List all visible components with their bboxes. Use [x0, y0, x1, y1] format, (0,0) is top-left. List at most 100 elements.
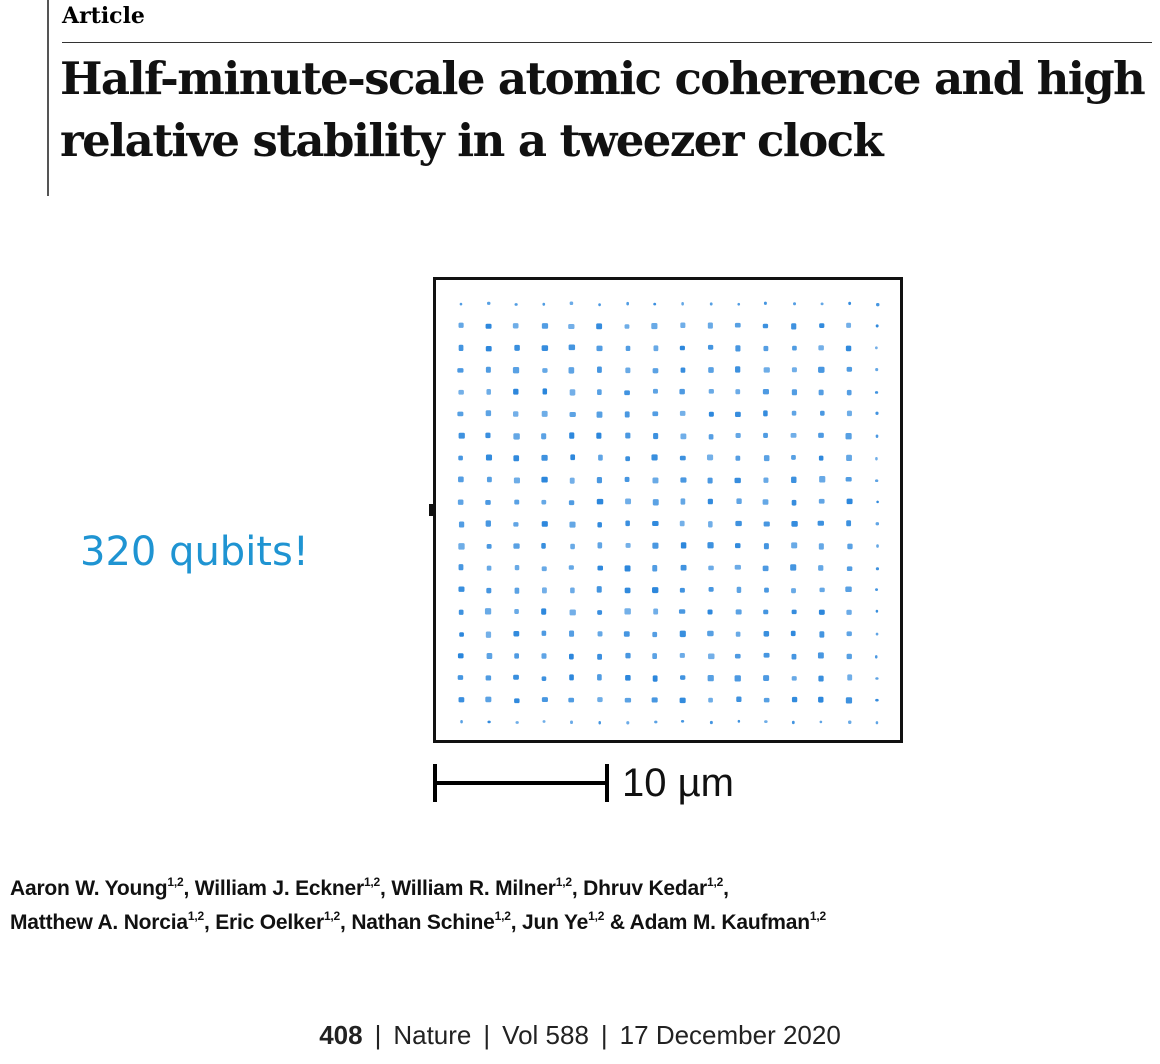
publication-date: 17 December 2020	[619, 1020, 841, 1050]
atom-dot	[569, 301, 574, 306]
atom-dot	[763, 367, 770, 373]
atom-dot	[570, 454, 576, 461]
atom-dot	[679, 520, 685, 527]
atom-dot	[485, 631, 492, 638]
atom-dot	[652, 368, 659, 374]
atom-dot	[874, 655, 878, 659]
paper-title: Half-minute-scale atomic coherence and h…	[60, 52, 1146, 167]
atom-dot	[541, 543, 546, 549]
author[interactable]: Eric Oelker1,2,	[215, 909, 352, 934]
atom-dot	[485, 499, 491, 505]
atom-dot	[875, 346, 878, 350]
atom-dot	[514, 499, 520, 505]
atom-dot	[708, 434, 714, 440]
atom-dot	[624, 565, 631, 572]
atom-dot	[651, 454, 658, 461]
atom-dot	[679, 410, 686, 416]
atom-dot	[736, 498, 742, 504]
author[interactable]: William J. Eckner1,2,	[194, 875, 392, 900]
atom-dot	[763, 675, 770, 681]
journal-name[interactable]: Nature	[393, 1020, 472, 1050]
atom-dot	[596, 586, 602, 593]
atom-dot	[818, 609, 825, 615]
atom-dot	[625, 456, 631, 462]
atom-dot	[652, 653, 657, 659]
atom-dot	[875, 411, 879, 415]
atom-dot	[513, 388, 519, 395]
atom-dot	[514, 344, 520, 351]
author[interactable]: William R. Milner1,2,	[391, 875, 584, 900]
atom-dot	[653, 433, 659, 440]
atom-dot	[570, 587, 575, 594]
atom-dot	[793, 302, 797, 306]
atom-dot	[626, 301, 629, 306]
atom-dot	[875, 479, 879, 483]
author[interactable]: Adam M. Kaufman1,2	[629, 909, 826, 934]
atom-dot	[763, 432, 768, 438]
atom-dot	[653, 345, 659, 352]
atom-dot	[763, 697, 770, 703]
atom-dot	[734, 653, 741, 659]
atom-dot	[541, 521, 548, 527]
atom-dot	[708, 389, 714, 394]
atom-dot	[624, 324, 630, 329]
author[interactable]: Matthew A. Norcia1,2,	[10, 909, 216, 934]
page-footer: 408 | Nature | Vol 588 | 17 December 2020	[0, 1018, 1160, 1052]
atom-dot	[819, 323, 825, 328]
atom-dot	[845, 345, 852, 352]
atom-dot	[653, 302, 657, 306]
atom-dot	[458, 697, 465, 703]
atom-dot	[875, 522, 880, 526]
atom-dot	[485, 410, 492, 417]
atom-dot	[708, 411, 714, 417]
atom-dot	[598, 720, 601, 725]
atom-dot	[680, 477, 687, 483]
atom-dot	[541, 410, 548, 417]
atom-dot	[596, 477, 603, 484]
atom-dot	[708, 367, 714, 373]
atom-dot	[542, 587, 547, 594]
atom-dot	[485, 366, 491, 373]
atom-dot	[875, 721, 879, 725]
author[interactable]: Jun Ye1,2 &	[521, 909, 630, 934]
atom-dot	[818, 455, 824, 461]
atom-dot	[707, 675, 714, 682]
atom-dot	[597, 697, 603, 703]
author[interactable]: Dhruv Kedar1,2,	[583, 875, 729, 900]
atom-dot	[652, 411, 659, 417]
atom-dot	[707, 542, 714, 549]
article-type-label: Article	[62, 3, 145, 29]
atom-dot	[652, 499, 659, 506]
atom-dot	[764, 587, 769, 593]
atom-dot	[791, 521, 798, 527]
atom-dot	[458, 609, 464, 615]
atom-dot	[651, 697, 658, 703]
atom-dot	[568, 367, 575, 374]
atom-dot	[485, 696, 492, 703]
atom-dot	[541, 630, 547, 636]
atom-dot	[734, 564, 741, 570]
atom-dot	[570, 543, 575, 550]
author[interactable]: Aaron W. Young1,2,	[10, 875, 195, 900]
atom-dot	[652, 587, 659, 594]
atom-dot	[820, 302, 824, 306]
atom-dot	[624, 697, 632, 703]
author[interactable]: Nathan Schine1,2,	[351, 909, 522, 934]
atom-dot	[653, 608, 659, 615]
atom-dot	[513, 455, 520, 462]
atom-dot	[486, 476, 492, 483]
atom-dot	[486, 587, 492, 594]
atom-dot	[846, 410, 852, 417]
atom-dot	[513, 477, 520, 484]
atom-dot	[735, 366, 741, 373]
atom-dot	[512, 367, 520, 374]
atom-dot	[458, 521, 465, 528]
scale-bar-label: 10 µm	[622, 761, 734, 805]
atom-dot	[680, 564, 687, 571]
header-rule	[62, 42, 1152, 43]
atom-dot	[597, 653, 602, 660]
atom-dot	[596, 345, 603, 352]
atom-dot	[763, 543, 769, 550]
atom-dot	[542, 388, 548, 395]
atom-dot	[541, 454, 548, 461]
